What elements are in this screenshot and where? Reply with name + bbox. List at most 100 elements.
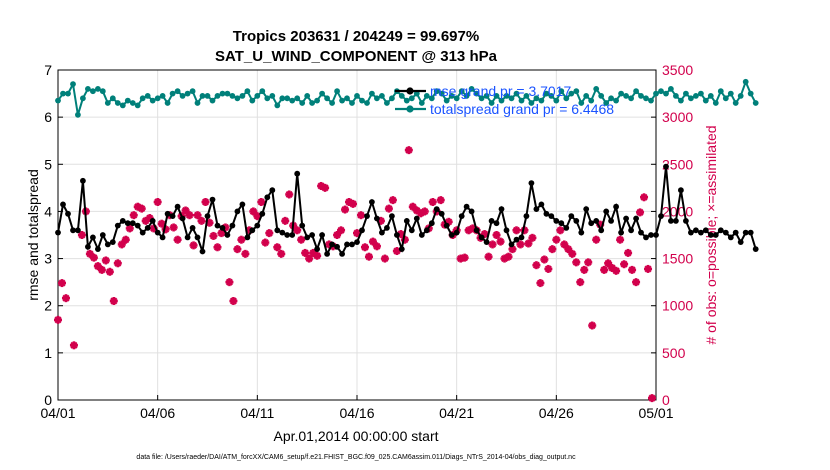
obs-point [616,235,625,244]
totalspread-point [344,95,350,102]
totalspread-point [468,86,475,92]
obs-point [209,231,218,240]
obs-point [277,249,286,258]
obs-point [488,240,497,249]
totalspread-point [458,88,465,95]
rmse-point [379,229,385,236]
legend-rmse-marker [406,87,414,95]
totalspread-point [294,95,301,102]
totalspread-point [608,95,614,102]
rmse-point [538,201,545,208]
totalspread-point [229,93,236,99]
obs-point [341,205,350,214]
rmse-point [109,239,116,246]
obs-point [77,231,86,239]
rmse-point [339,251,345,257]
obs-point [620,260,629,269]
obs-point [293,226,302,235]
totalspread-point [144,93,151,99]
totalspread-point [95,86,101,92]
totalspread-point [668,86,674,92]
y-tick-label: 7 [44,62,52,78]
totalspread-point [588,97,595,104]
totalspread-point [742,78,749,85]
rmse-point [463,203,470,210]
totalspread-point [154,95,161,102]
totalspread-point [114,100,121,106]
totalspread-point [538,97,545,104]
totalspread-point [289,97,296,104]
obs-point [568,249,577,258]
obs-point [388,196,397,205]
rmse-point [374,215,380,222]
totalspread-point [428,95,435,102]
totalspread-point [309,100,315,106]
obs-point [512,226,521,235]
rmse-point [593,218,600,224]
totalspread-point [603,100,610,106]
obs-point [372,242,381,251]
rmse-point [179,215,186,222]
rmse-point [55,229,61,236]
rmse-point [314,246,320,253]
y-right-tick-label: 3000 [662,109,693,125]
totalspread-point [643,95,649,102]
rmse-point [389,213,395,220]
totalspread-point [104,100,111,106]
rmse-point [698,229,704,236]
obs-point [297,235,306,244]
y-tick-label: 4 [44,203,52,219]
obs-point [257,198,266,206]
rmse-point [149,218,156,224]
totalspread-point [702,97,709,104]
totalspread-point [548,93,555,99]
obs-point [540,255,549,264]
obs-assimilated-series [54,146,657,403]
totalspread-point [513,90,520,97]
totalspread-point [578,100,585,106]
totalspread-point [543,90,550,97]
totalspread-point [224,90,231,97]
totalspread-point [159,93,166,99]
rmse-point [588,220,595,227]
totalspread-point [638,93,644,99]
totalspread-point [374,95,380,102]
rmse-point [418,232,425,238]
legend: mse grand pr = 3.7017 totalspread grand … [395,83,614,117]
obs-point [273,243,282,252]
rmse-point [90,234,96,241]
obs-point [576,278,585,287]
rmse-point [423,227,430,234]
rmse-point [234,208,241,215]
y-tick-label: 2 [44,298,52,314]
obs-point [105,267,114,276]
rmse-point [513,236,520,243]
rmse-point [433,206,440,213]
rmse-point [359,227,365,234]
rmse-point [144,225,151,231]
totalspread-point [209,97,216,104]
totalspread-point [693,93,699,99]
rmse-point [129,220,136,227]
rmse-point [309,232,315,238]
rmse-point [244,234,251,241]
rmse-point [727,234,734,241]
rmse-point [60,201,66,208]
totalspread-point [349,100,355,106]
rmse-point [164,210,171,217]
obs-point [54,315,62,324]
obs-point [301,248,310,257]
totalspread-point [284,95,291,102]
obs-point [125,224,134,233]
grid [58,70,656,400]
totalspread-point [239,93,246,99]
obs-point [552,235,561,244]
series-lines [55,78,759,257]
totalspread-point [339,97,345,104]
totalspread-point [134,102,141,109]
y-axis-label: rmse and totalspread [25,169,41,301]
obs-point [556,226,565,235]
totalspread-point [99,88,106,95]
totalspread-point [712,100,719,106]
totalspread-point [164,100,171,106]
